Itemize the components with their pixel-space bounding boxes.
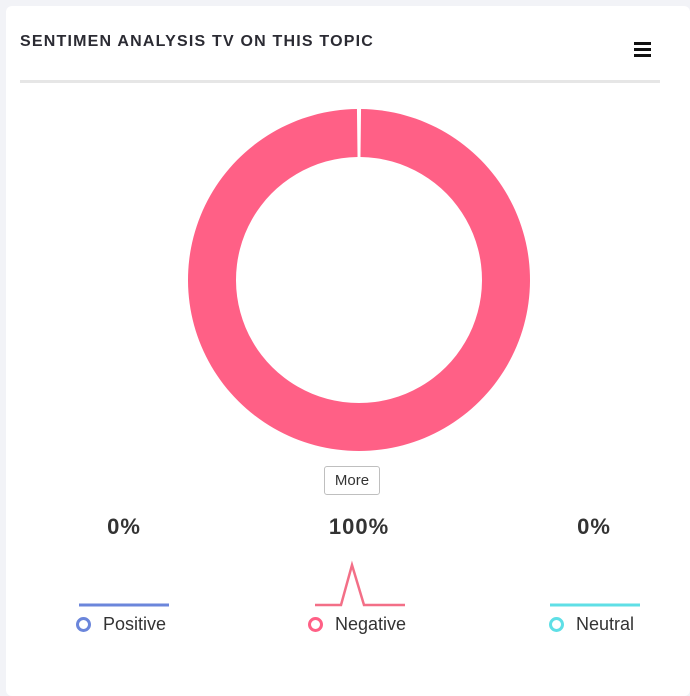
hamburger-menu-icon[interactable]	[630, 40, 654, 62]
stat-positive-value: 0%	[107, 514, 141, 539]
legend-label-neutral: Neutral	[576, 613, 635, 634]
header-divider	[20, 80, 660, 83]
legend-label-negative: Negative	[335, 613, 407, 634]
legend-item-positive[interactable]: Positive	[76, 612, 166, 636]
legend-item-neutral[interactable]: Neutral	[549, 612, 634, 636]
positive-sparkline	[79, 603, 169, 607]
card-title: SENTIMEN ANALYSIS TV ON THIS TOPIC	[20, 33, 375, 50]
donut-slice-negative[interactable]	[188, 109, 530, 451]
neutral-dot-icon	[549, 616, 564, 632]
stat-neutral-value: 0%	[577, 514, 611, 539]
neutral-sparkline	[550, 603, 640, 607]
legend-item-negative[interactable]: Negative	[308, 612, 406, 636]
legend-label-positive: Positive	[103, 613, 167, 634]
negative-dot-icon	[308, 616, 323, 632]
negative-sparkline	[315, 560, 405, 607]
positive-dot-icon	[76, 616, 91, 632]
sentiment-donut-chart	[188, 109, 530, 451]
stat-negative-value: 100%	[328, 514, 390, 539]
more-button[interactable]: More	[324, 466, 380, 495]
negative-sparkline-line	[315, 560, 405, 607]
